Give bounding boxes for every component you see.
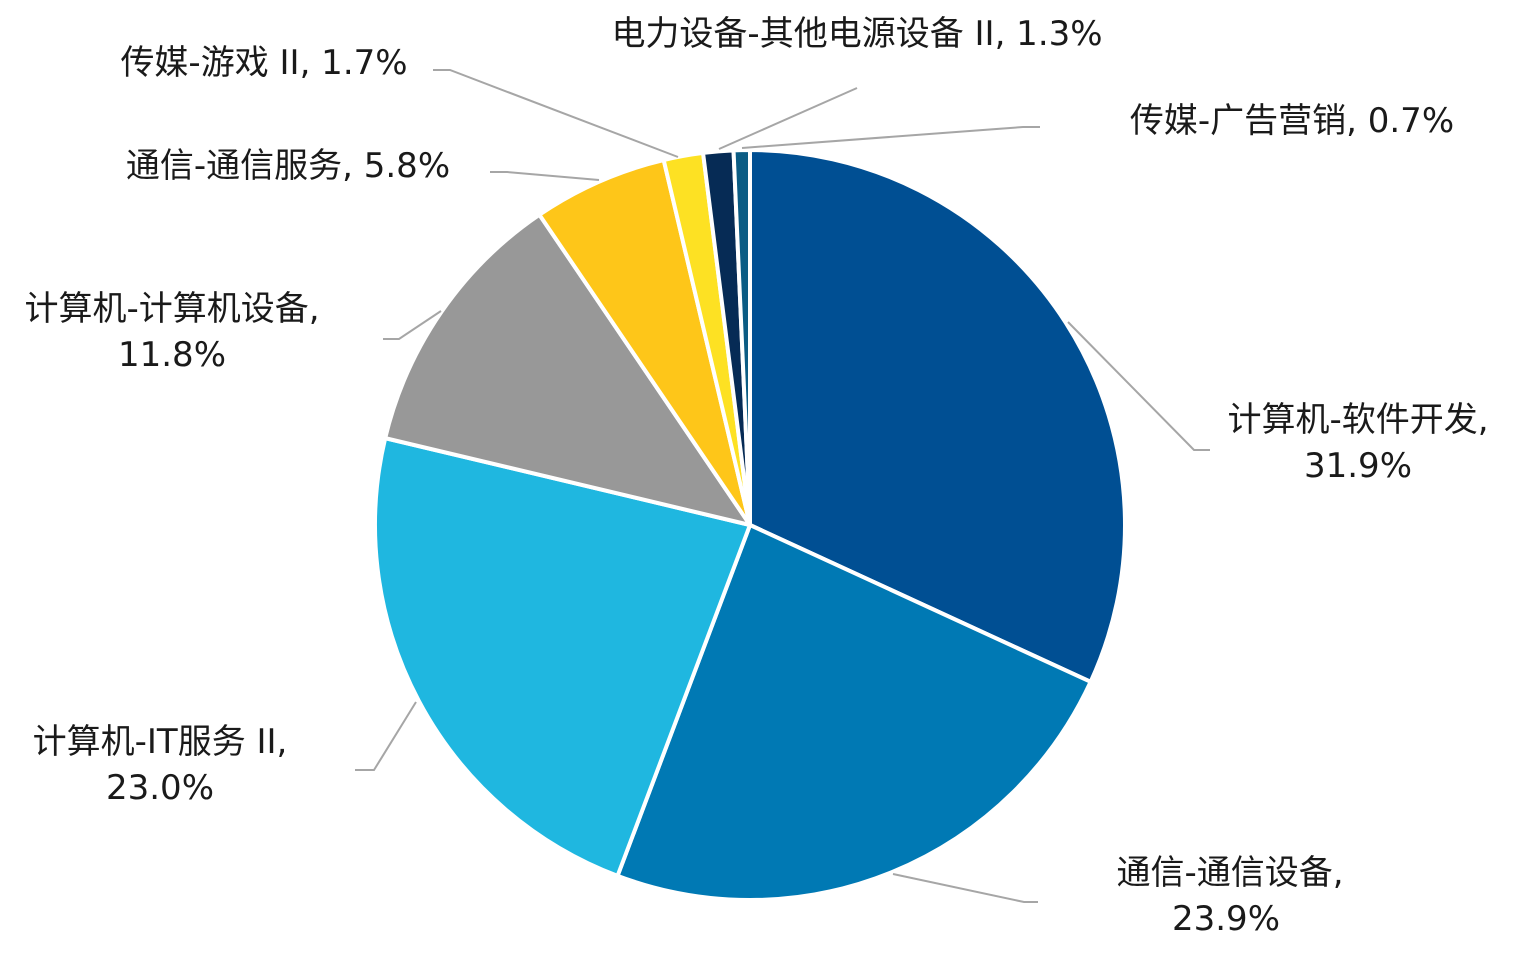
slice-label: 通信-通信服务, 5.8% (126, 146, 450, 186)
pie-slice (615, 523, 1093, 902)
leader-line (355, 701, 417, 771)
slice-label: 11.8% (118, 335, 226, 375)
slice-label: 电力设备-其他电源设备 II, 1.3% (611, 14, 1102, 54)
slice-label: 23.9% (1172, 899, 1280, 939)
pie-slice (537, 158, 752, 527)
pie-slice (748, 148, 1127, 684)
pie-slice (731, 147, 752, 527)
slice-labels: 计算机-软件开发, 31.9% 通信-通信设备, 23.9% 计算机-IT服务 II, 2… (24, 14, 1488, 939)
slice-label: 31.9% (1304, 446, 1412, 486)
pie-slices (373, 147, 1127, 902)
slice-label: 计算机-软件开发, (1227, 400, 1488, 440)
slice-label: 23.0% (106, 768, 214, 808)
slice-label: 通信-通信设备, (1116, 853, 1343, 893)
leader-line (892, 873, 1038, 903)
slice-label: 传媒-广告营销, 0.7% (1130, 101, 1454, 141)
pie-slice (373, 436, 752, 878)
pie-slice (383, 212, 752, 527)
leader-lines (355, 69, 1210, 903)
slice-label: 计算机-计算机设备, (24, 289, 319, 329)
leader-line (433, 69, 679, 158)
leader-line (383, 310, 442, 340)
leader-line (1067, 321, 1210, 451)
leader-line (741, 126, 1040, 149)
leader-line (718, 87, 858, 150)
slice-label: 传媒-游戏 II, 1.7% (120, 43, 407, 83)
leader-line (490, 171, 600, 181)
slice-label: 计算机-IT服务 II, (33, 722, 288, 762)
